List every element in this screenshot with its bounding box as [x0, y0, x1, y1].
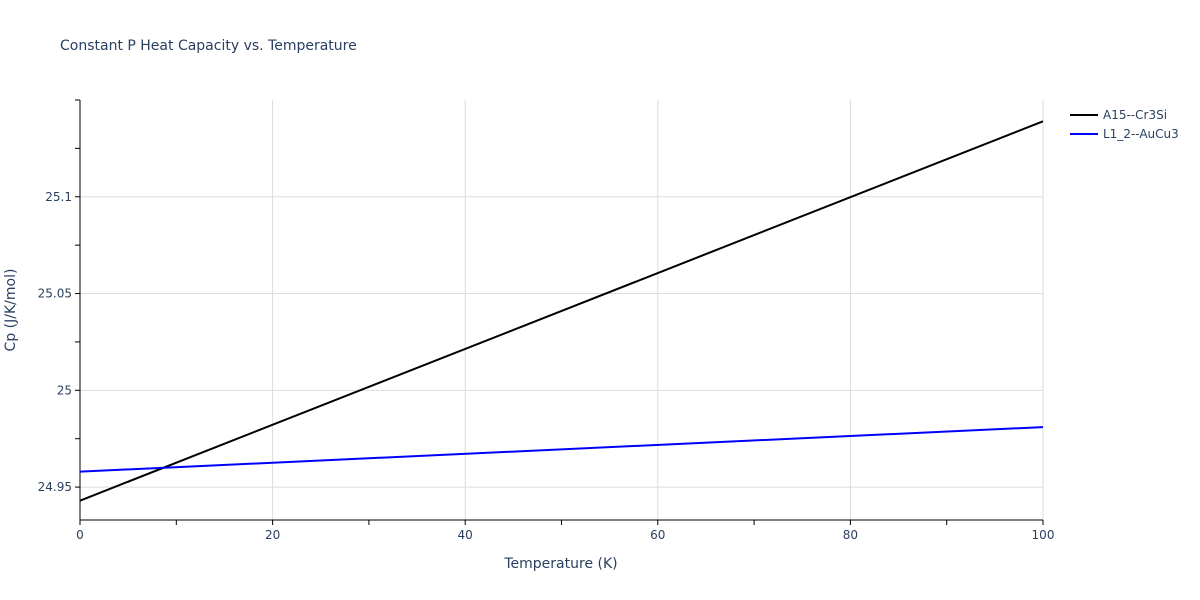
x-tick-label: 80	[843, 528, 858, 542]
chart-title: Constant P Heat Capacity vs. Temperature	[60, 38, 357, 54]
legend-label: L1_2--AuCu3	[1103, 127, 1179, 141]
x-tick-label: 60	[650, 528, 665, 542]
x-tick-label: 0	[76, 528, 84, 542]
axis-layer: 0 20 40 60 80 100 24.95 25 25.05 25.1	[38, 99, 1055, 542]
y-axis-label: Cp (J/K/mol)	[3, 269, 19, 352]
y-tick-label: 25.05	[38, 287, 72, 301]
y-tick-label: 25	[57, 383, 72, 397]
series-line-1	[79, 426, 1044, 473]
series-layer	[79, 120, 1044, 502]
x-tick-label: 40	[458, 528, 473, 542]
grid-layer	[80, 100, 1044, 520]
series-line-0	[79, 120, 1044, 502]
legend-label: A15--Cr3Si	[1103, 108, 1167, 122]
x-tick-label: 100	[1032, 528, 1055, 542]
legend[interactable]: A15--Cr3Si L1_2--AuCu3	[1070, 108, 1179, 141]
x-axis-label: Temperature (K)	[503, 556, 617, 572]
legend-item[interactable]: L1_2--AuCu3	[1070, 127, 1179, 141]
y-tick-label: 25.1	[45, 190, 72, 204]
x-tick-label: 20	[265, 528, 280, 542]
y-tick-label: 24.95	[38, 480, 72, 494]
legend-item[interactable]: A15--Cr3Si	[1070, 108, 1167, 122]
